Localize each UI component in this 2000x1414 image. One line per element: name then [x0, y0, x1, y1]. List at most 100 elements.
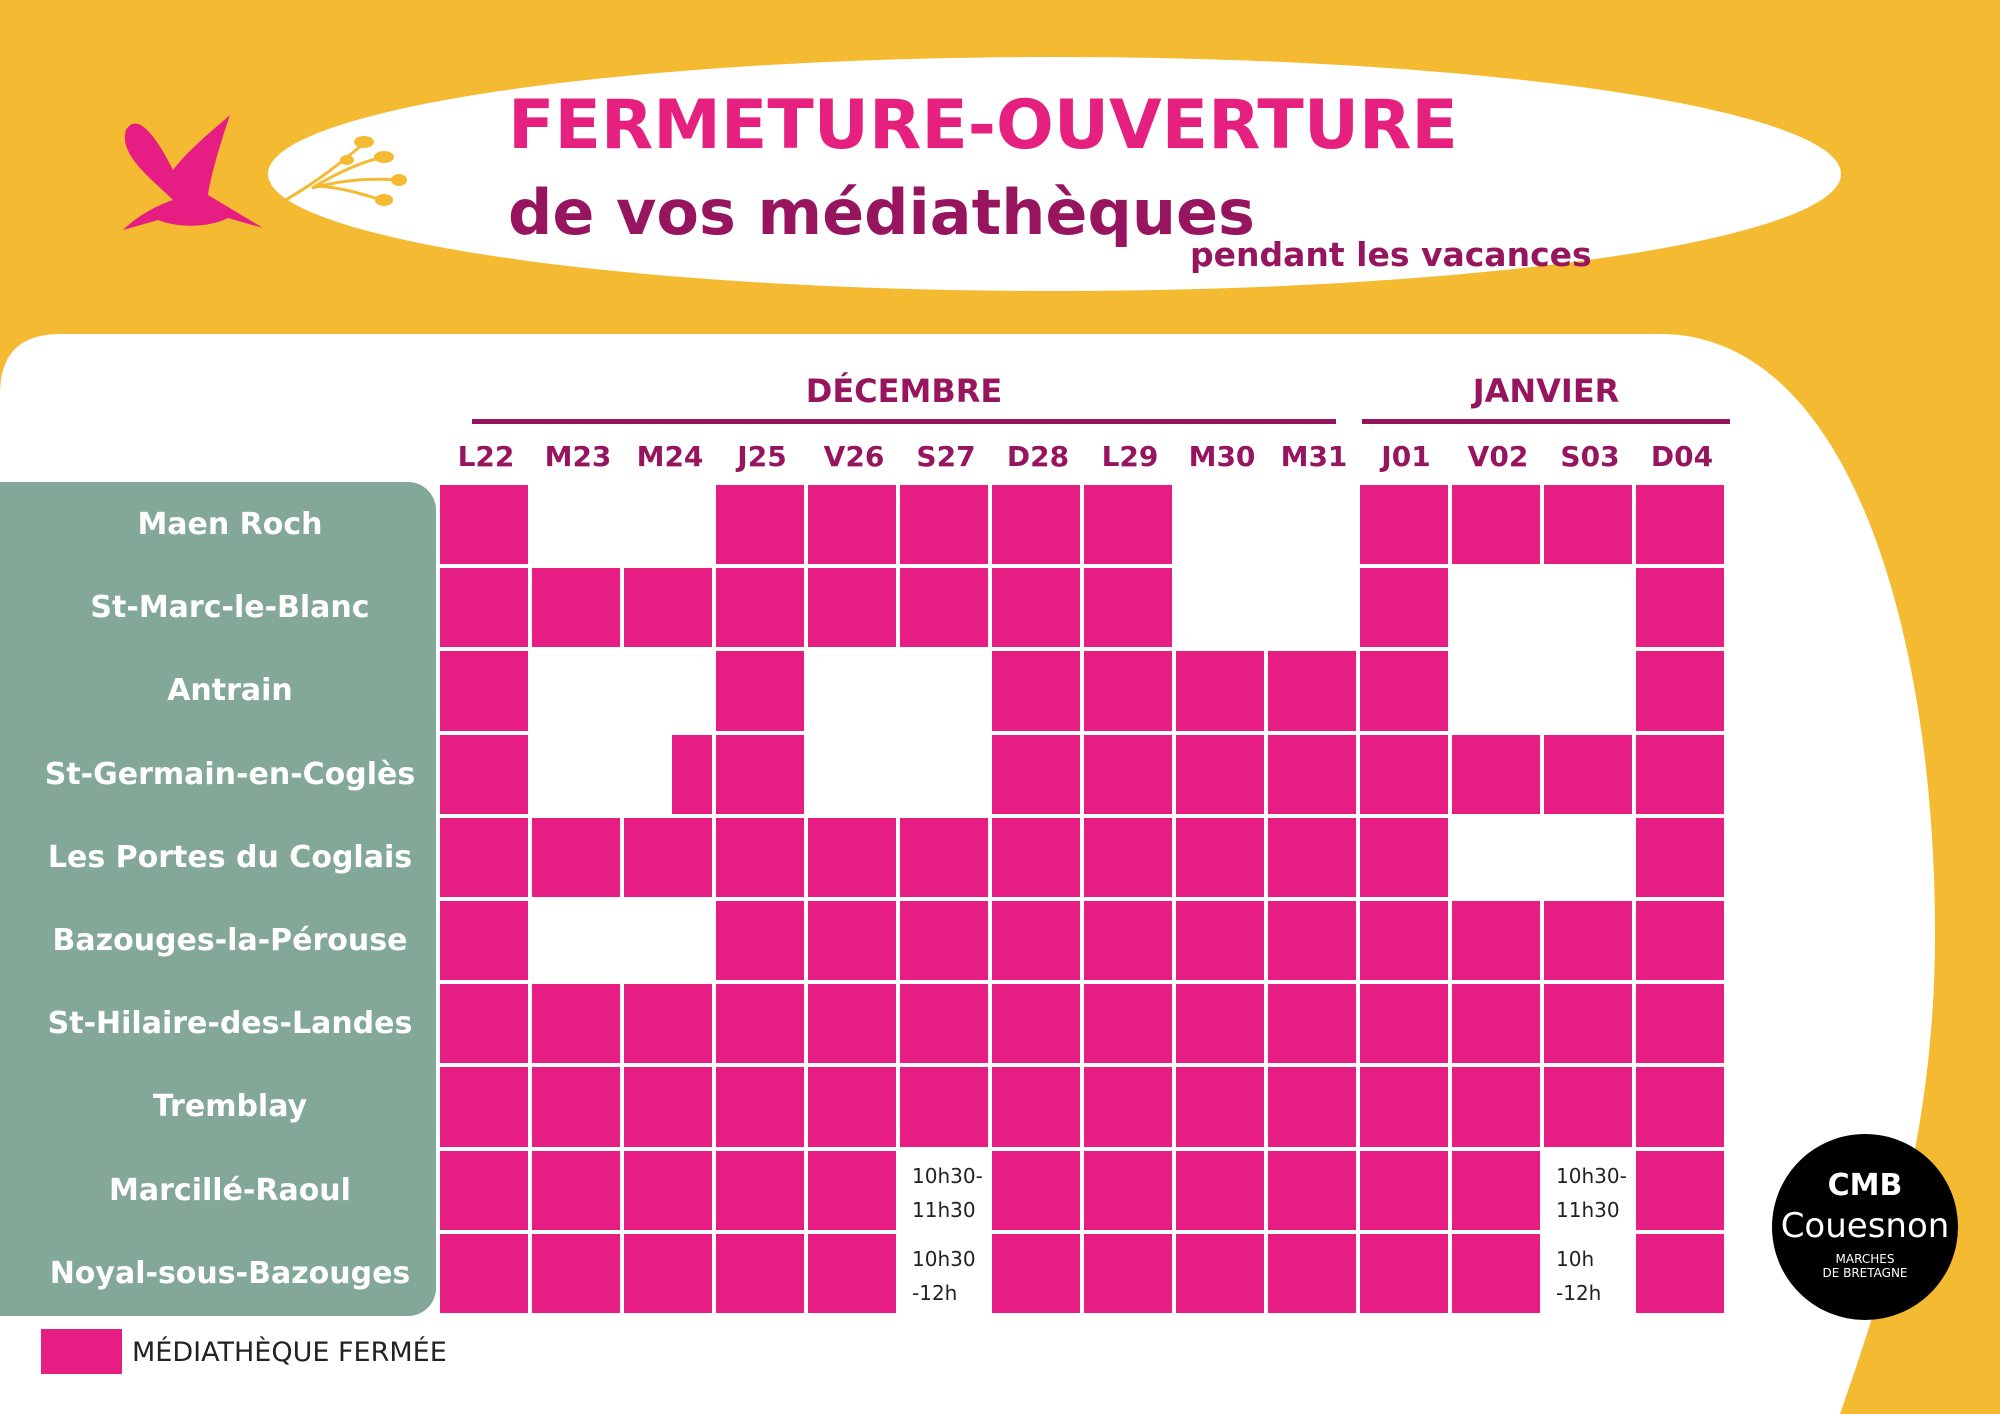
- closed-cell: [716, 1233, 804, 1313]
- closed-cell: [1636, 568, 1724, 648]
- open-cell: [1452, 651, 1540, 730]
- closed-cell: [716, 1150, 804, 1230]
- open-cell: [808, 651, 896, 730]
- open-cell: [1544, 568, 1632, 647]
- closed-cell: [900, 1067, 988, 1147]
- library-sidebar: [0, 482, 436, 1316]
- closed-cell: [900, 901, 988, 981]
- closed-cell: [808, 901, 896, 981]
- closed-cell: [1268, 1233, 1356, 1313]
- closed-cell: [1636, 734, 1724, 814]
- closed-cell: [716, 901, 804, 981]
- open-cell: [532, 485, 620, 564]
- library-name: Antrain: [167, 673, 293, 709]
- closed-cell: [1636, 817, 1724, 897]
- closed-cell: [992, 568, 1080, 648]
- closed-cell: [716, 485, 804, 565]
- library-name: Bazouges-la-Pérouse: [52, 923, 408, 958]
- closed-cell: [1176, 984, 1264, 1064]
- closed-cell: [1360, 485, 1448, 565]
- library-name: St-Hilaire-des-Landes: [47, 1006, 413, 1042]
- closed-cell: [440, 651, 528, 731]
- closed-cell: [1452, 1233, 1540, 1313]
- closed-cell: [532, 568, 620, 648]
- closed-cell: [992, 817, 1080, 897]
- closed-cell: [1084, 1233, 1172, 1313]
- opening-hours: 10h30- 11h30: [1556, 1163, 1627, 1222]
- closed-cell: [1084, 984, 1172, 1064]
- closed-cell: [1268, 734, 1356, 814]
- closed-cell: [992, 651, 1080, 731]
- closed-cell: [532, 1150, 620, 1230]
- closed-cell: [1176, 651, 1264, 731]
- closed-cell: [1268, 1150, 1356, 1230]
- page-subtitle: de vos médiathèques: [508, 176, 1255, 249]
- open-cell: [900, 735, 988, 814]
- library-name: St-Marc-le-Blanc: [90, 590, 370, 626]
- closed-cell: [808, 1150, 896, 1230]
- closed-cell: [716, 817, 804, 897]
- closed-cell: [1360, 1067, 1448, 1147]
- closed-cell: [1176, 1150, 1264, 1230]
- open-cell: [532, 735, 620, 814]
- closed-cell: [1268, 1067, 1356, 1147]
- day-header: M23: [544, 440, 612, 473]
- open-cell: [1268, 485, 1356, 564]
- closed-cell: [716, 734, 804, 814]
- month-divider: [472, 419, 1336, 424]
- closed-cell: [992, 1150, 1080, 1230]
- day-header: V26: [823, 440, 885, 473]
- closed-cell: [1636, 485, 1724, 565]
- closed-cell: [1268, 817, 1356, 897]
- closed-cell: [440, 901, 528, 981]
- closed-cell: [1176, 901, 1264, 981]
- closed-cell: [1636, 651, 1724, 731]
- closed-cell: [1636, 984, 1724, 1064]
- day-header: L29: [1101, 440, 1159, 473]
- closed-cell: [992, 734, 1080, 814]
- day-header: D04: [1650, 440, 1714, 473]
- library-name: Marcillé-Raoul: [109, 1172, 351, 1208]
- closed-cell: [716, 984, 804, 1064]
- closed-cell: [716, 568, 804, 648]
- open-cell: [808, 735, 896, 814]
- logo-mark: CMB: [1827, 1168, 1903, 1203]
- closed-cell: [624, 1233, 712, 1313]
- closed-cell: [1544, 1067, 1632, 1147]
- partially-closed-cell: [672, 734, 712, 814]
- header-oval: [268, 57, 1841, 291]
- closed-cell: [1544, 734, 1632, 814]
- open-cell: [1544, 818, 1632, 897]
- closed-cell: [1452, 1067, 1540, 1147]
- closed-cell: [1360, 1150, 1448, 1230]
- day-header: J25: [737, 440, 787, 473]
- day-header: D28: [1006, 440, 1070, 473]
- month-december: DÉCEMBRE: [805, 372, 1003, 410]
- closed-cell: [1176, 817, 1264, 897]
- hours-cell: 10h -12h: [1544, 1234, 1632, 1313]
- closed-cell: [1636, 901, 1724, 981]
- closed-cell: [440, 817, 528, 897]
- month-divider: [1362, 419, 1730, 424]
- closed-cell: [808, 1067, 896, 1147]
- couesnon-logo: CMB Couesnon MARCHES DE BRETAGNE: [1772, 1134, 1958, 1320]
- day-header: M31: [1280, 440, 1348, 473]
- open-cell: [532, 651, 620, 730]
- closed-cell: [624, 1067, 712, 1147]
- closed-cell: [1452, 485, 1540, 565]
- open-cell: [1176, 485, 1264, 564]
- hours-cell: 10h30 -12h: [900, 1234, 988, 1313]
- hours-cell: 10h30- 11h30: [900, 1151, 988, 1230]
- closed-cell: [1176, 1067, 1264, 1147]
- open-cell: [624, 901, 712, 980]
- closed-cell: [808, 817, 896, 897]
- closed-cell: [900, 485, 988, 565]
- opening-hours: 10h30- 11h30: [912, 1163, 983, 1222]
- open-cell: [624, 651, 712, 730]
- closed-cell: [1084, 901, 1172, 981]
- closed-cell: [1176, 1233, 1264, 1313]
- page-title: FERMETURE-OUVERTURE: [508, 86, 1458, 165]
- closed-cell: [1084, 651, 1172, 731]
- closed-cell: [1544, 984, 1632, 1064]
- closed-cell: [440, 568, 528, 648]
